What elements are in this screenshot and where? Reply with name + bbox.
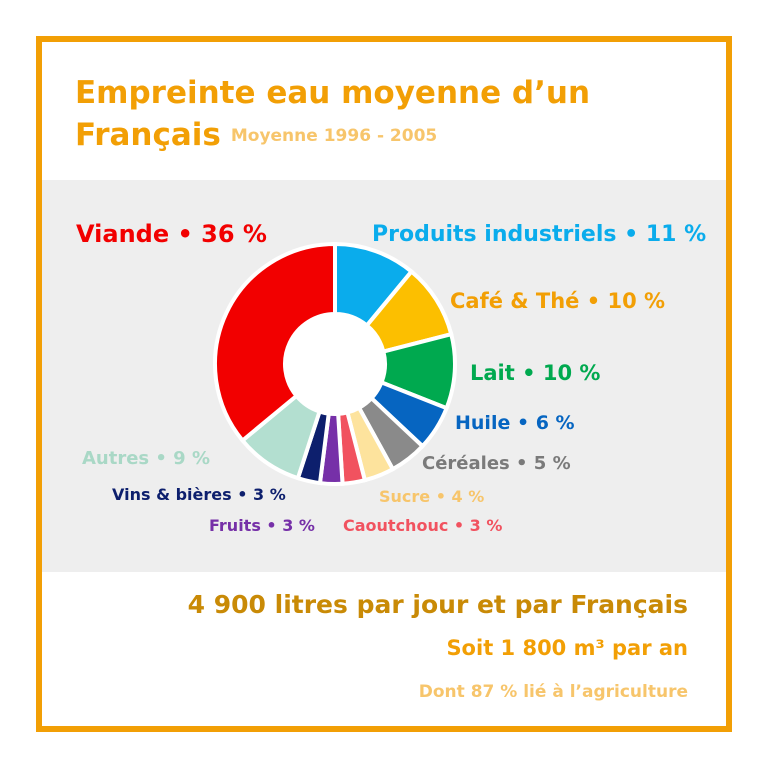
daily-litres: 4 900 litres par jour et par Français xyxy=(187,590,688,619)
label-produits-industriels: Produits industriels • 11 % xyxy=(372,222,707,247)
label-sucre: Sucre • 4 % xyxy=(379,487,485,506)
page-title: Empreinte eau moyenne d’un Français Moyen… xyxy=(75,72,715,157)
chart-area: Viande • 36 % Produits industriels • 11 … xyxy=(42,180,726,572)
label-cereales: Céréales • 5 % xyxy=(422,453,571,474)
label-viande: Viande • 36 % xyxy=(76,220,267,248)
yearly-volume: Soit 1 800 m³ par an xyxy=(446,636,688,660)
label-cafe-the: Café & Thé • 10 % xyxy=(450,289,666,313)
label-caoutchouc: Caoutchouc • 3 % xyxy=(343,516,503,535)
agriculture-share: Dont 87 % lié à l’agriculture xyxy=(418,682,688,702)
title-text: Empreinte eau moyenne d’un Français xyxy=(75,75,591,153)
subtitle: Moyenne 1996 - 2005 xyxy=(230,126,438,146)
label-fruits: Fruits • 3 % xyxy=(209,516,315,535)
label-autres: Autres • 9 % xyxy=(82,448,211,469)
label-huile: Huile • 6 % xyxy=(455,412,575,434)
label-vins-bieres: Vins & bières • 3 % xyxy=(112,485,286,504)
donut-chart xyxy=(213,241,457,486)
donut-hole xyxy=(285,314,385,414)
label-lait: Lait • 10 % xyxy=(470,361,601,385)
infographic-frame: Empreinte eau moyenne d’un Français Moyen… xyxy=(36,36,732,732)
